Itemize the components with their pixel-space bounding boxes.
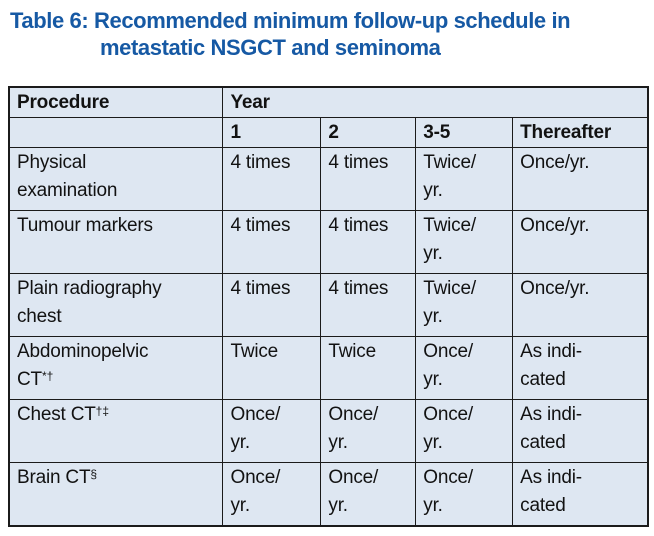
header-empty-cell [8, 117, 224, 148]
value-cell-year-2: Twice [320, 336, 417, 400]
procedure-label: Abdominopelvic CT [17, 341, 149, 390]
table-row-abdominopelvic-ct: Abdominopelvic CT*† Twice Twice Once/ yr… [8, 336, 649, 400]
page-title-line-1: Table 6: Recommended minimum follow-up s… [10, 8, 571, 33]
followup-schedule-table: Procedure Year 1 2 3-5 Thereafter Physic… [8, 86, 649, 527]
page-title: Table 6: Recommended minimum follow-up s… [10, 7, 654, 61]
value-cell-year-3-5: Twice/ yr. [415, 210, 514, 274]
procedure-label: Physical examination [17, 152, 118, 201]
value-cell-year-1: Once/ yr. [222, 462, 322, 527]
page-title-line-2: metastatic NSGCT and seminoma [100, 35, 441, 60]
value-cell-year-3-5: Once/ yr. [415, 336, 514, 400]
table-row-chest-ct: Chest CT†‡ Once/ yr. Once/ yr. Once/ yr.… [8, 399, 649, 463]
value-cell-year-2: 4 times [320, 273, 417, 337]
value-cell-year-1: Twice [222, 336, 322, 400]
value-cell-year-2: 4 times [320, 147, 417, 211]
header-row-years: 1 2 3-5 Thereafter [8, 117, 649, 148]
table-row-brain-ct: Brain CT§ Once/ yr. Once/ yr. Once/ yr. … [8, 462, 649, 527]
procedure-label: Brain CT [17, 467, 91, 488]
header-year-2: 2 [320, 117, 417, 148]
value-cell-year-3-5: Twice/ yr. [415, 273, 514, 337]
table-row-tumour-markers: Tumour markers 4 times 4 times Twice/ yr… [8, 210, 649, 274]
procedure-cell: Chest CT†‡ [8, 399, 224, 463]
procedure-label: Plain radiography chest [17, 278, 162, 327]
value-cell-thereafter: Once/yr. [512, 273, 649, 337]
procedure-cell: Brain CT§ [8, 462, 224, 527]
value-cell-thereafter: As indi- cated [512, 462, 649, 527]
value-cell-year-1: Once/ yr. [222, 399, 322, 463]
value-cell-thereafter: Once/yr. [512, 210, 649, 274]
value-cell-thereafter: As indi- cated [512, 399, 649, 463]
value-cell-year-2: Once/ yr. [320, 462, 417, 527]
value-cell-year-3-5: Twice/ yr. [415, 147, 514, 211]
value-cell-year-3-5: Once/ yr. [415, 399, 514, 463]
value-cell-thereafter: Once/yr. [512, 147, 649, 211]
value-cell-year-1: 4 times [222, 273, 322, 337]
header-row-main: Procedure Year [8, 86, 649, 118]
procedure-cell: Physical examination [8, 147, 224, 211]
table-row-plain-radiography-chest: Plain radiography chest 4 times 4 times … [8, 273, 649, 337]
value-cell-year-3-5: Once/ yr. [415, 462, 514, 527]
value-cell-year-2: 4 times [320, 210, 417, 274]
procedure-superscript: †‡ [95, 403, 109, 418]
procedure-label: Tumour markers [17, 215, 153, 236]
procedure-cell: Abdominopelvic CT*† [8, 336, 224, 400]
procedure-superscript: § [90, 466, 98, 481]
table-row-physical-examination: Physical examination 4 times 4 times Twi… [8, 147, 649, 211]
procedure-cell: Plain radiography chest [8, 273, 224, 337]
value-cell-thereafter: As indi- cated [512, 336, 649, 400]
procedure-cell: Tumour markers [8, 210, 224, 274]
header-year-3-5: 3-5 [415, 117, 514, 148]
header-year-1: 1 [222, 117, 322, 148]
value-cell-year-2: Once/ yr. [320, 399, 417, 463]
value-cell-year-1: 4 times [222, 147, 322, 211]
header-year: Year [222, 86, 649, 118]
procedure-label: Chest CT [17, 404, 96, 425]
header-thereafter: Thereafter [512, 117, 649, 148]
procedure-superscript: *† [41, 368, 54, 383]
header-procedure: Procedure [8, 86, 224, 118]
value-cell-year-1: 4 times [222, 210, 322, 274]
